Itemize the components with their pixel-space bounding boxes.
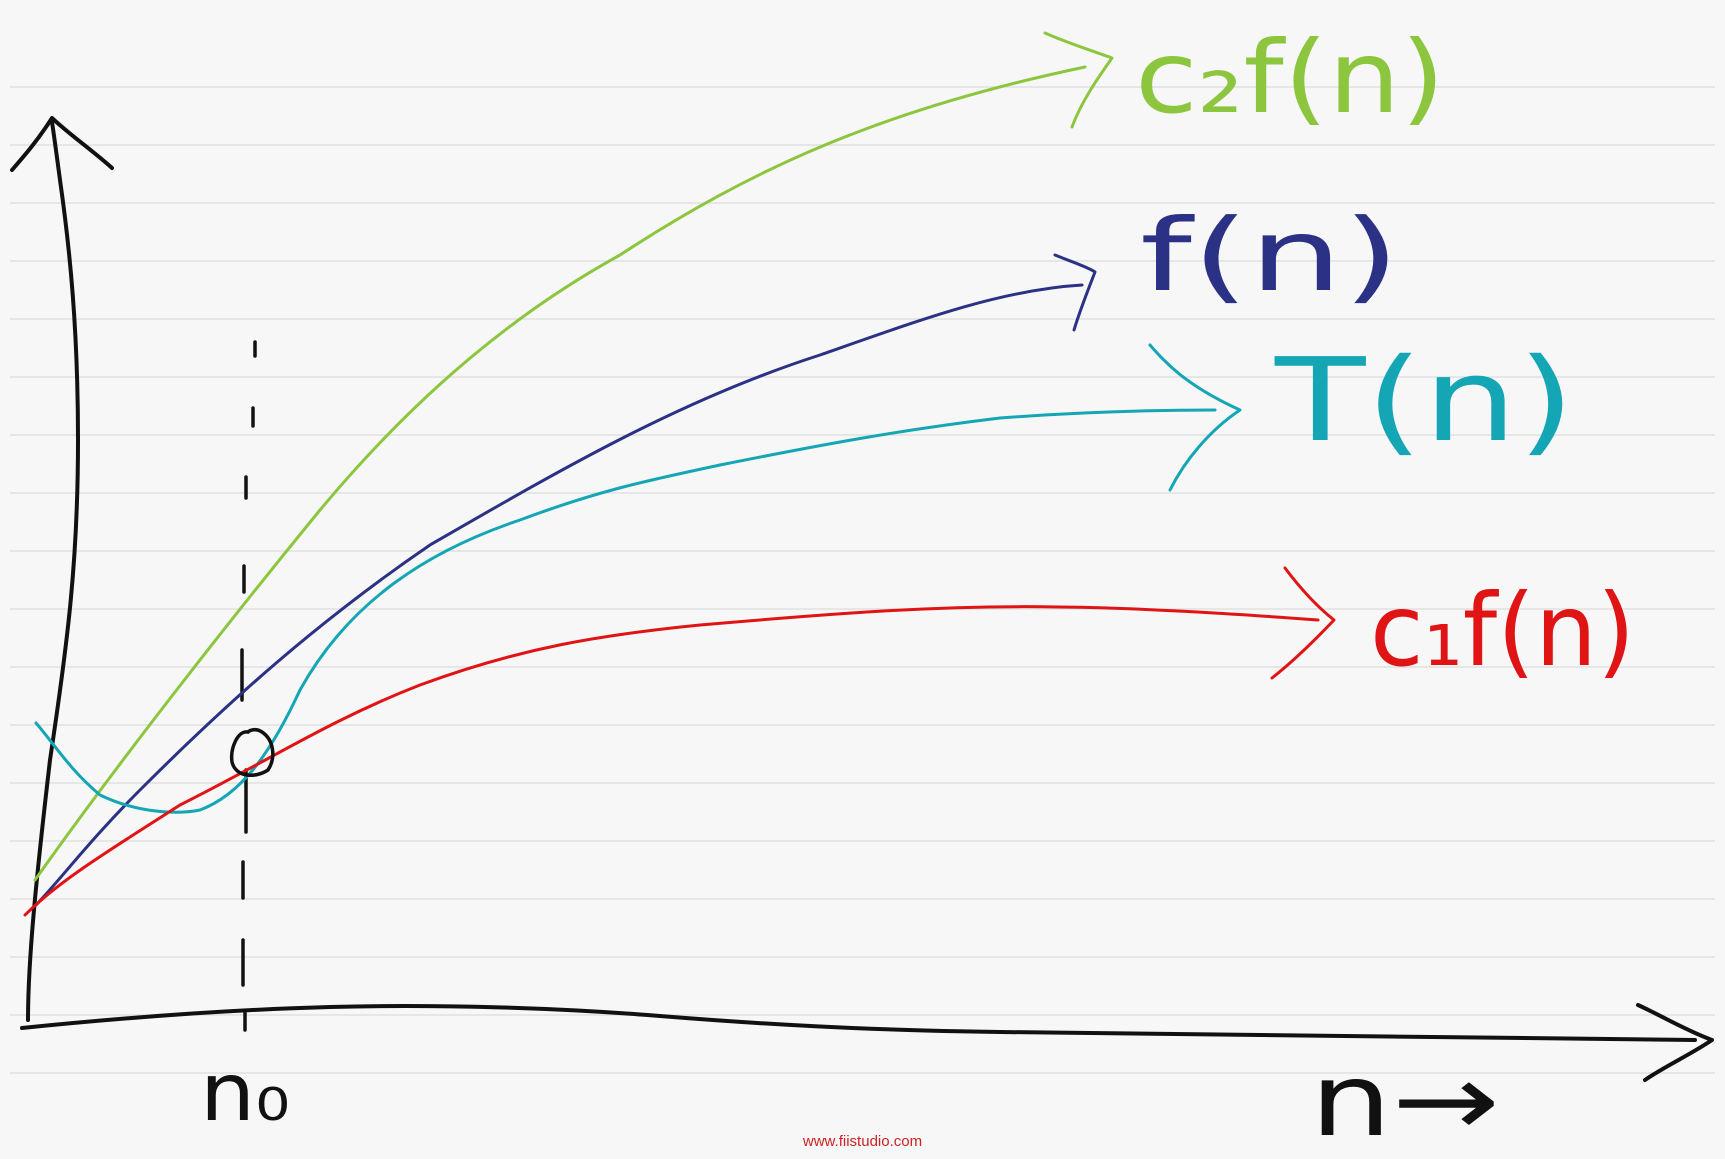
label-n0: n₀ bbox=[200, 1046, 290, 1139]
curve-c2f bbox=[33, 31, 1114, 882]
curve-T-arrowhead bbox=[1148, 343, 1242, 492]
y-axis bbox=[10, 116, 114, 1022]
watermark: www.fiistudio.com bbox=[802, 1133, 923, 1150]
curve-f-arrowhead bbox=[1053, 253, 1097, 332]
y-axis-arrowhead bbox=[10, 116, 114, 172]
curve-f bbox=[34, 253, 1097, 907]
label-c2f: c₂f(n) bbox=[1135, 19, 1445, 136]
label-f: f(n) bbox=[1140, 197, 1400, 314]
curve-c2f-arrowhead bbox=[1043, 31, 1114, 129]
curve-T bbox=[34, 343, 1242, 814]
intersection-circle bbox=[229, 727, 275, 777]
curve-c1f-arrowhead bbox=[1270, 566, 1336, 680]
ruled-lines bbox=[10, 86, 1715, 1074]
x-axis-arrowhead bbox=[1636, 1003, 1714, 1082]
x-axis bbox=[20, 1003, 1714, 1082]
label-x-axis: n→ bbox=[1310, 1042, 1500, 1159]
curve-c1f bbox=[23, 566, 1336, 917]
label-T: T(n) bbox=[1274, 334, 1575, 468]
label-c1f: c₁f(n) bbox=[1370, 572, 1635, 689]
